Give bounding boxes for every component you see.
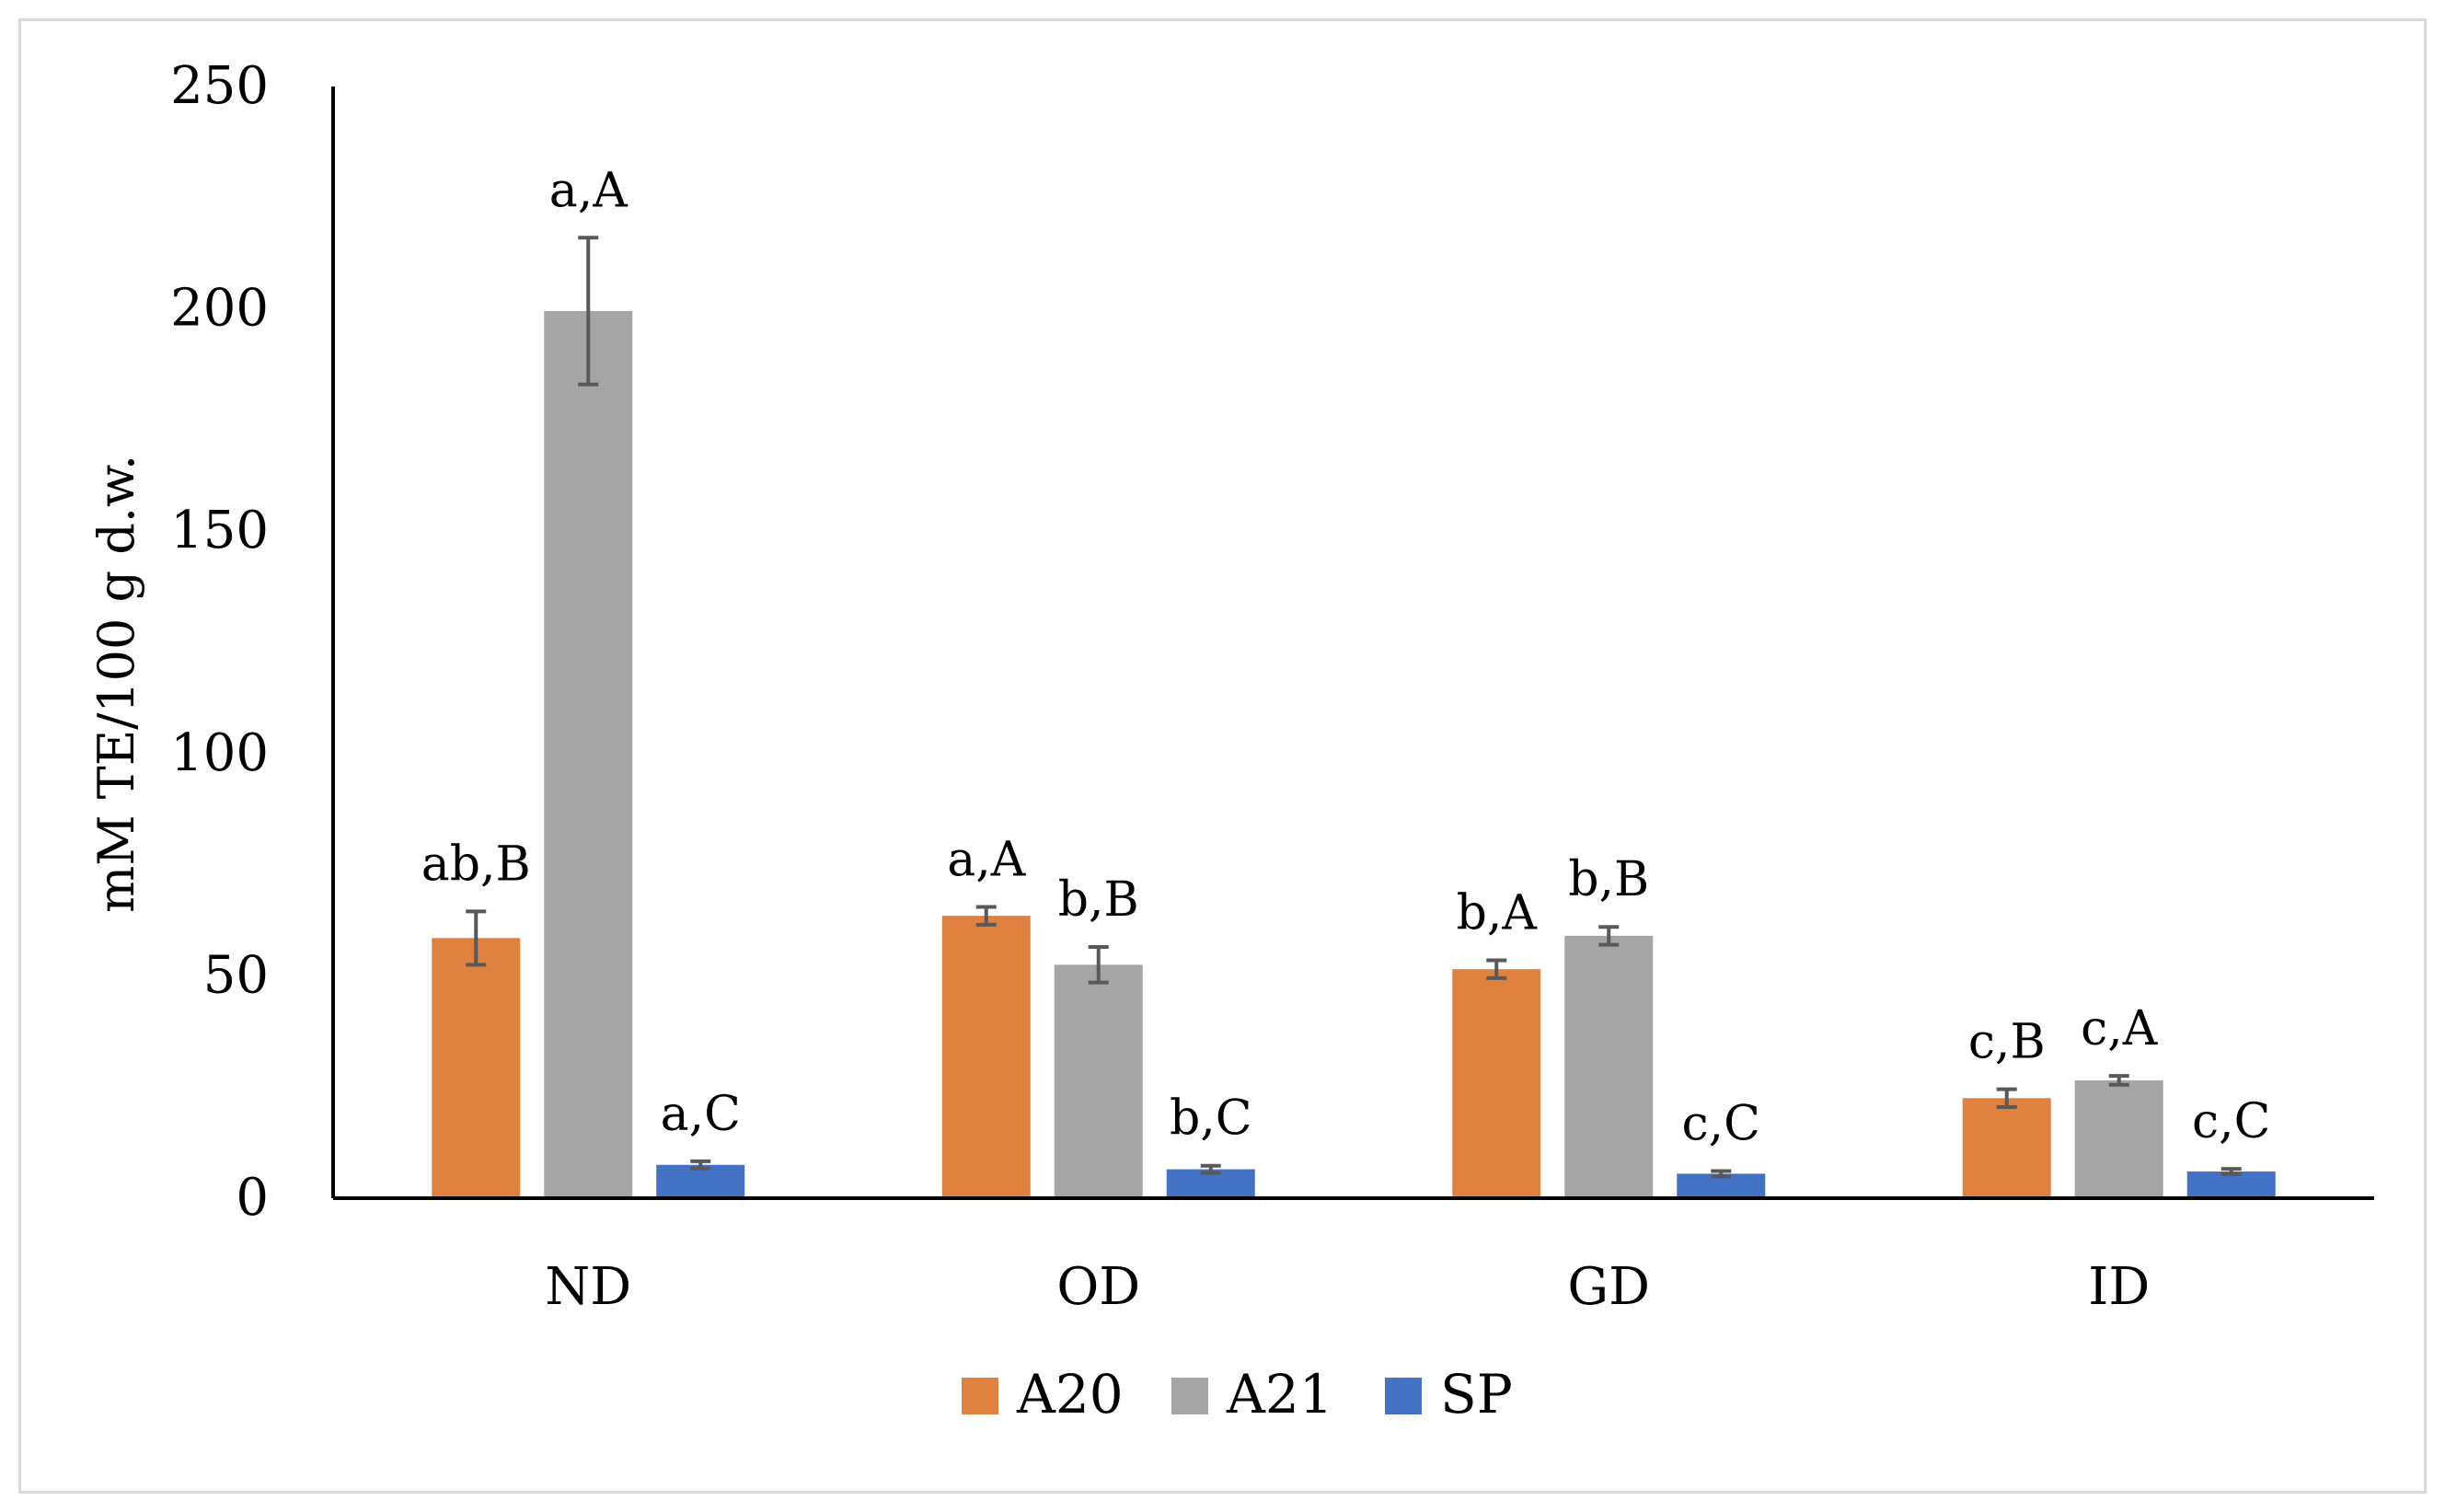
data-label: a,A xyxy=(549,163,629,218)
legend: A20 A21 SP xyxy=(962,1363,1513,1425)
bar xyxy=(432,938,521,1198)
bar xyxy=(656,1164,745,1198)
y-tick-label: 0 xyxy=(236,1168,269,1228)
bar xyxy=(544,311,633,1198)
data-label: b,A xyxy=(1457,885,1539,941)
y-tick-label: 200 xyxy=(170,279,269,339)
data-label: c,C xyxy=(1682,1097,1760,1152)
data-label: b,B xyxy=(1058,872,1139,928)
legend-swatch xyxy=(962,1378,998,1414)
legend-label: A20 xyxy=(1016,1363,1124,1425)
data-label: b,B xyxy=(1568,852,1649,907)
legend-swatch xyxy=(1171,1378,1208,1414)
data-label: a,C xyxy=(661,1087,741,1142)
bar xyxy=(1564,935,1654,1198)
x-axis-category-labels: ND OD GD ID xyxy=(545,1257,2150,1317)
legend-label: A21 xyxy=(1226,1363,1333,1425)
legend-label: SP xyxy=(1440,1363,1513,1425)
y-axis-title: mM TE/100 g d.w. xyxy=(87,455,145,913)
y-tick-label: 100 xyxy=(170,723,269,783)
data-label: a,A xyxy=(947,833,1027,888)
data-label: c,B xyxy=(1968,1015,2046,1070)
data-label: ab,B xyxy=(421,837,531,892)
x-category-label: GD xyxy=(1567,1257,1650,1317)
bars xyxy=(432,311,2276,1198)
y-tick-label: 150 xyxy=(170,501,269,560)
x-category-label: ND xyxy=(545,1257,631,1317)
bar xyxy=(941,916,1031,1198)
chart-frame xyxy=(18,18,2427,1494)
data-label: b,C xyxy=(1170,1091,1252,1147)
x-category-label: OD xyxy=(1056,1257,1140,1317)
data-label: c,A xyxy=(2081,1001,2159,1056)
x-category-label: ID xyxy=(2088,1257,2150,1317)
data-label: c,C xyxy=(2192,1094,2270,1149)
bar xyxy=(1452,969,1541,1198)
y-tick-label: 50 xyxy=(203,945,269,1005)
y-axis-ticks: 0 50 100 150 200 250 xyxy=(170,56,269,1228)
bar xyxy=(1054,964,1143,1198)
bar xyxy=(1962,1098,2051,1198)
y-tick-label: 250 xyxy=(170,56,269,116)
data-labels: ab,B a,A a,C a,A b,B b,C b,A b,B c,C c,B c,A c,C xyxy=(421,163,2271,1151)
legend-swatch xyxy=(1385,1378,1422,1414)
error-bars xyxy=(466,236,2242,1179)
bar xyxy=(2074,1079,2163,1198)
